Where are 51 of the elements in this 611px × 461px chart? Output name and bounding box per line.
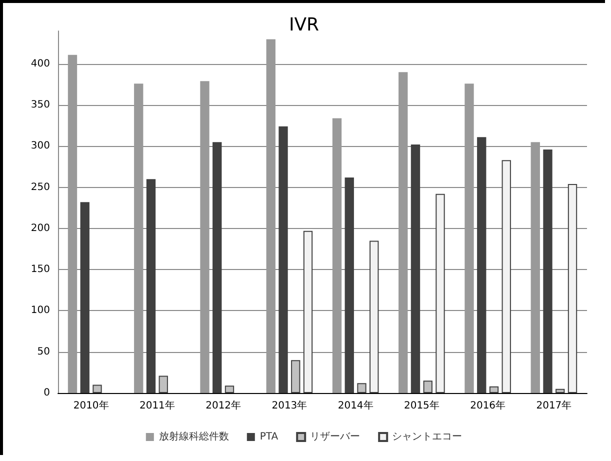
bar <box>80 202 90 393</box>
bar <box>158 376 168 393</box>
x-tick-label: 2017年 <box>536 400 572 412</box>
bar <box>266 39 276 393</box>
bar <box>477 137 486 393</box>
y-tick-label: 350 <box>30 100 50 111</box>
bar <box>146 179 156 393</box>
bar <box>134 84 144 393</box>
bar <box>303 230 313 393</box>
bar <box>332 118 342 393</box>
chart-title: IVR <box>288 14 320 36</box>
bar <box>464 84 474 393</box>
y-tick-label: 250 <box>30 182 50 193</box>
bar <box>291 360 300 393</box>
legend-label: PTA <box>260 432 278 442</box>
x-tick-label: 2011年 <box>139 400 175 412</box>
x-tick-label: 2014年 <box>338 400 374 412</box>
x-tick-label: 2015年 <box>404 400 440 412</box>
legend-label: 放射線科総件数 <box>158 430 229 442</box>
bar <box>92 384 102 393</box>
bar <box>212 142 222 393</box>
bar <box>530 142 540 393</box>
x-tick-label: 2012年 <box>206 400 242 412</box>
bar <box>423 380 432 393</box>
y-tick-label: 0 <box>44 388 50 398</box>
bar <box>224 386 234 393</box>
bar <box>489 386 499 393</box>
legend-label: リザーバー <box>310 432 360 442</box>
bar <box>568 184 578 393</box>
bar <box>556 388 565 393</box>
bar <box>357 383 366 393</box>
y-tick-label: 50 <box>37 346 50 358</box>
y-tick-label: 300 <box>30 140 50 152</box>
bar <box>344 177 354 393</box>
bar <box>502 160 511 393</box>
legend-label: シャントエコー <box>392 432 462 442</box>
y-tick-label: 400 <box>30 58 50 70</box>
x-tick-label: 2013年 <box>272 400 308 412</box>
bar <box>200 81 210 393</box>
bar <box>398 72 408 393</box>
bar <box>68 54 78 393</box>
bar <box>543 149 552 393</box>
bar <box>436 194 445 393</box>
bar <box>370 240 379 393</box>
bar <box>410 144 420 393</box>
bar <box>278 126 288 393</box>
x-tick-label: 2016年 <box>470 400 506 412</box>
x-tick-label: 2010年 <box>73 400 109 412</box>
y-tick-label: 150 <box>30 264 50 276</box>
y-tick-label: 100 <box>30 305 50 316</box>
y-tick-label: 200 <box>30 222 50 234</box>
